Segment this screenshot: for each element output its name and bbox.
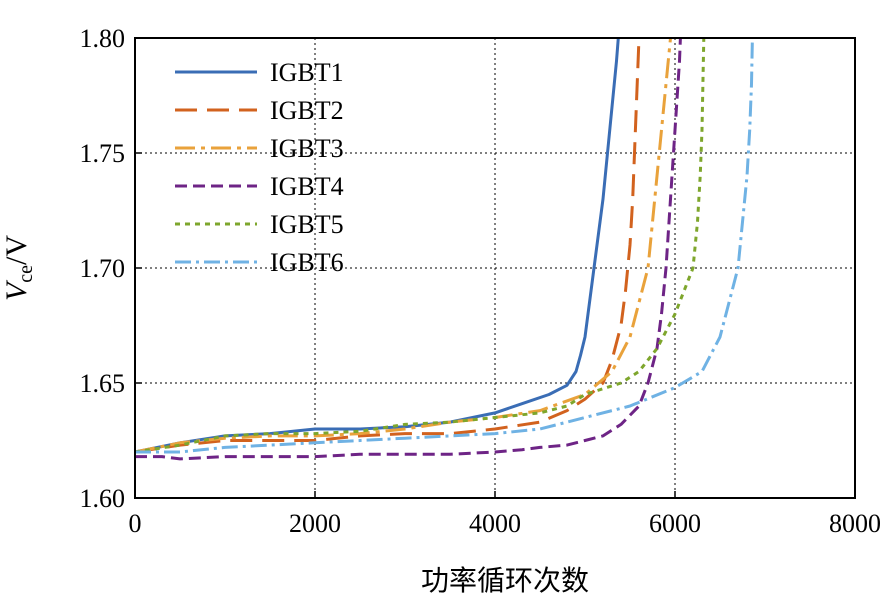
y-tick-label: 1.80 xyxy=(80,24,126,53)
legend-label-igbt2: IGBT2 xyxy=(270,96,344,125)
x-tick-label: 6000 xyxy=(649,509,701,538)
series-line-igbt5 xyxy=(134,37,706,454)
y-axis-title: Vce/V xyxy=(0,235,37,301)
x-tick-labels: 0 2000 4000 6000 8000 xyxy=(129,491,881,538)
grid xyxy=(135,38,855,498)
series-line-igbt4 xyxy=(135,37,682,461)
y-tick-label: 1.60 xyxy=(80,484,126,513)
y-tick-label: 1.65 xyxy=(80,369,126,398)
y-tick-labels: 1.60 1.65 1.70 1.75 1.80 xyxy=(80,24,142,513)
legend-label-igbt5: IGBT5 xyxy=(270,210,344,239)
legend-label-igbt4: IGBT4 xyxy=(270,172,344,201)
legend-label-igbt1: IGBT1 xyxy=(270,58,344,87)
legend-label-igbt6: IGBT6 xyxy=(270,248,344,277)
series-line-igbt3 xyxy=(134,37,672,454)
x-tick-label: 0 xyxy=(129,509,142,538)
y-tick-label: 1.75 xyxy=(80,139,126,168)
legend: IGBT1 IGBT2 IGBT3 IGBT4 IGBT5 IGBT6 xyxy=(175,58,344,277)
x-tick-label: 8000 xyxy=(829,509,881,538)
series-line-igbt2 xyxy=(134,37,641,454)
series-lines xyxy=(134,37,754,461)
y-axis-title-unit: /V xyxy=(0,235,33,265)
series-line-igbt6 xyxy=(135,37,754,454)
series-line-igbt1 xyxy=(134,37,620,454)
x-tick-label: 2000 xyxy=(289,509,341,538)
y-axis-title-sub: ce xyxy=(15,265,37,283)
x-axis-title: 功率循环次数 xyxy=(421,564,589,595)
y-tick-label: 1.70 xyxy=(80,254,126,283)
y-axis-title-main: V xyxy=(0,279,33,301)
legend-label-igbt3: IGBT3 xyxy=(270,134,344,163)
x-tick-label: 4000 xyxy=(469,509,521,538)
